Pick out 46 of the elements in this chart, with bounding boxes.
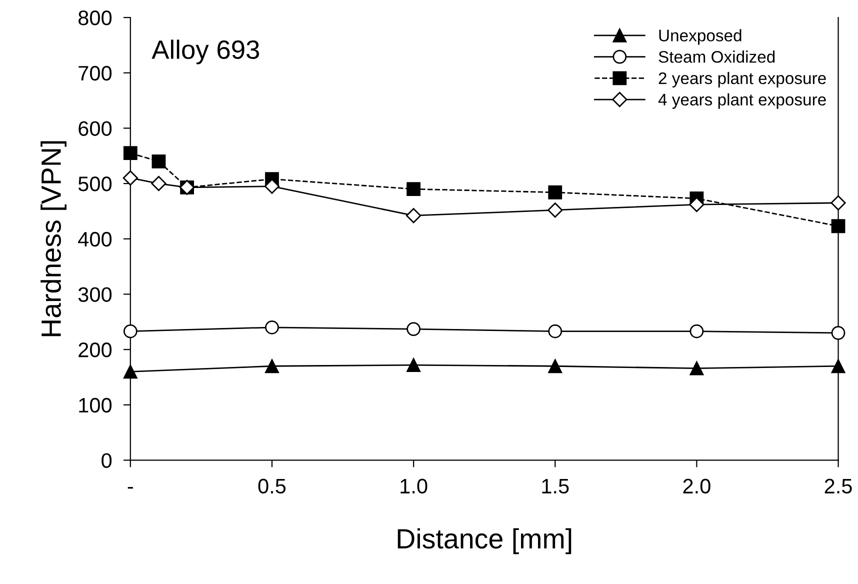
annotation: Alloy 693 (152, 40, 260, 64)
y-tick-label: 200 (78, 342, 112, 358)
point (406, 322, 420, 336)
point (123, 364, 138, 379)
point (265, 359, 279, 374)
y-tick-label: 600 (78, 121, 112, 136)
point (548, 359, 562, 374)
legend-label: Steam Oxidized (658, 50, 775, 63)
y-tick-label: 100 (79, 398, 112, 413)
y-tick-label: 300 (78, 287, 112, 302)
point (123, 324, 138, 338)
point (831, 219, 846, 234)
legend-label: 2 years plant exposure (658, 72, 826, 88)
y-tick-label: 0 (102, 453, 112, 468)
point (690, 324, 704, 338)
y-tick-label: 500 (78, 176, 112, 192)
y-tick-label: 800 (78, 10, 112, 26)
y-tick-label: 400 (78, 232, 112, 247)
point (122, 170, 138, 186)
point (831, 326, 846, 340)
point (548, 324, 562, 338)
x-tick-label: 1.5 (542, 479, 569, 494)
x-tick-label: 2.0 (683, 478, 710, 494)
x-tick-label: 1.0 (400, 478, 428, 494)
point (406, 208, 422, 224)
point (406, 358, 420, 372)
point (689, 196, 704, 212)
point (265, 320, 279, 334)
point (548, 202, 563, 218)
point (831, 359, 846, 374)
point (151, 176, 166, 192)
point (548, 185, 562, 200)
x-tick-label: 2.5 (824, 478, 852, 494)
legend-label: 4 years plant exposure (658, 93, 826, 109)
legend-label: Unexposed (659, 29, 742, 45)
point (830, 195, 846, 210)
x-tick-label: - (128, 487, 133, 489)
point (690, 361, 704, 376)
y-axis-title: Hardness [VPN] (40, 141, 66, 336)
point (406, 182, 420, 196)
point (152, 154, 166, 168)
point (264, 178, 280, 194)
point (123, 146, 138, 160)
y-tick-label: 700 (78, 66, 112, 81)
x-axis-title: Distance [mm] (398, 528, 572, 554)
x-tick-label: 0.5 (258, 478, 286, 494)
